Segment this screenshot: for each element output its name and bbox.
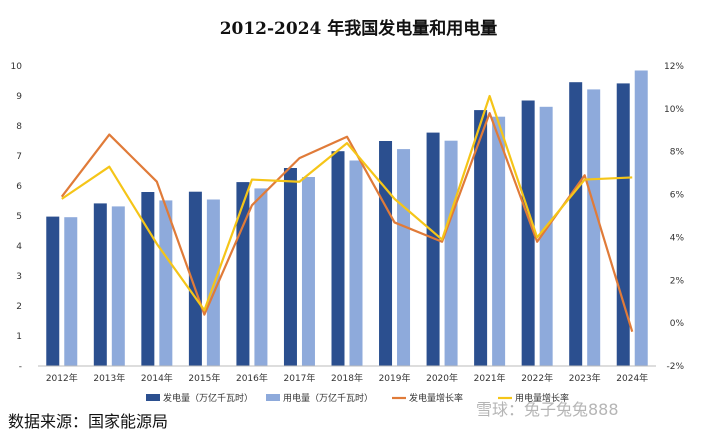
legend-swatch (146, 394, 160, 401)
consumption-bar (301, 177, 315, 366)
generation-bar (569, 82, 583, 366)
x-tick-label: 2018年 (331, 372, 363, 384)
consumption-bar (64, 217, 78, 366)
right-tick-label: 10% (664, 105, 684, 115)
consumption-bar (397, 149, 411, 366)
generation-bar (188, 191, 202, 366)
chart-title: 2012-2024 年我国发电量和用电量 (219, 19, 498, 39)
x-tick-label: 2012年 (46, 372, 78, 384)
left-tick-label: 1 (16, 332, 22, 342)
generation-bar (93, 203, 107, 366)
right-axis: 12% 10% 8% 6% 4% 2% 0% -2% (664, 62, 684, 372)
generation-bar (331, 151, 345, 366)
left-axis: 10 9 8 7 6 5 4 3 2 1 - (11, 62, 23, 372)
left-tick-label: 4 (16, 242, 22, 252)
consumption-bar (634, 70, 648, 366)
consumption-bar (539, 106, 553, 367)
generation-bar (236, 182, 250, 366)
consumption-bar (159, 200, 173, 366)
legend-swatch (266, 394, 280, 401)
x-tick-label: 2022年 (521, 372, 553, 384)
generation-bar (426, 132, 440, 366)
left-tick-label: 10 (11, 62, 23, 72)
x-tick-label: 2015年 (188, 372, 220, 384)
consumption-bar (492, 116, 506, 366)
x-tick-label: 2014年 (141, 372, 173, 384)
legend-label: 用电量（万亿千瓦时） (283, 392, 373, 404)
generation-bar (379, 141, 393, 366)
legend-label: 发电量（万亿千瓦时） (163, 392, 253, 404)
bar-series (46, 70, 648, 367)
left-tick-label: 5 (16, 212, 22, 222)
legend: 发电量（万亿千瓦时） 用电量（万亿千瓦时） 发电量增长率 用电量增长率 (146, 392, 569, 404)
right-tick-label: 6% (670, 191, 685, 201)
right-tick-label: 2% (670, 276, 685, 286)
line-series (60, 94, 634, 333)
generation-bar (46, 216, 60, 366)
generation-bar (521, 100, 535, 366)
generation-bar (616, 83, 630, 367)
consumption-bar (444, 140, 458, 366)
left-tick-label: 7 (16, 152, 22, 162)
consumption-bar (254, 188, 268, 366)
source-note: 数据来源：国家能源局 (8, 412, 169, 431)
x-tick-label: 2023年 (569, 372, 601, 384)
legend-label: 发电量增长率 (409, 392, 463, 404)
right-tick-label: 8% (670, 148, 685, 158)
left-tick-label: 9 (16, 92, 22, 102)
x-tick-label: 2017年 (284, 372, 316, 384)
right-tick-label: 0% (670, 319, 685, 329)
left-tick-label: 2 (16, 302, 22, 312)
consumption-bar (111, 206, 125, 366)
left-tick-label: 3 (16, 272, 22, 282)
legend-label: 用电量增长率 (515, 392, 569, 404)
right-tick-label: -2% (666, 362, 684, 372)
right-tick-label: 4% (670, 233, 685, 243)
x-tick-label: 2021年 (474, 372, 506, 384)
consumption-bar (349, 160, 363, 366)
left-tick-label: - (19, 362, 22, 372)
consumption-growth-line (61, 94, 633, 312)
watermark: 雪球：兔子兔兔888 (476, 400, 619, 419)
x-tick-label: 2020年 (426, 372, 458, 384)
x-axis: 2012年 2013年 2014年 2015年 2016年 2017年 2018年 2019年… (46, 372, 648, 384)
left-tick-label: 8 (16, 122, 22, 132)
right-tick-label: 12% (664, 62, 684, 72)
generation-bar (283, 168, 297, 366)
left-tick-label: 6 (16, 182, 22, 192)
x-tick-label: 2013年 (93, 372, 125, 384)
generation-growth-line (60, 112, 634, 333)
generation-bar (474, 110, 488, 366)
consumption-bar (587, 89, 601, 367)
x-tick-label: 2019年 (379, 372, 411, 384)
x-tick-label: 2016年 (236, 372, 268, 384)
x-tick-label: 2024年 (616, 372, 648, 384)
generation-bar (141, 192, 155, 366)
